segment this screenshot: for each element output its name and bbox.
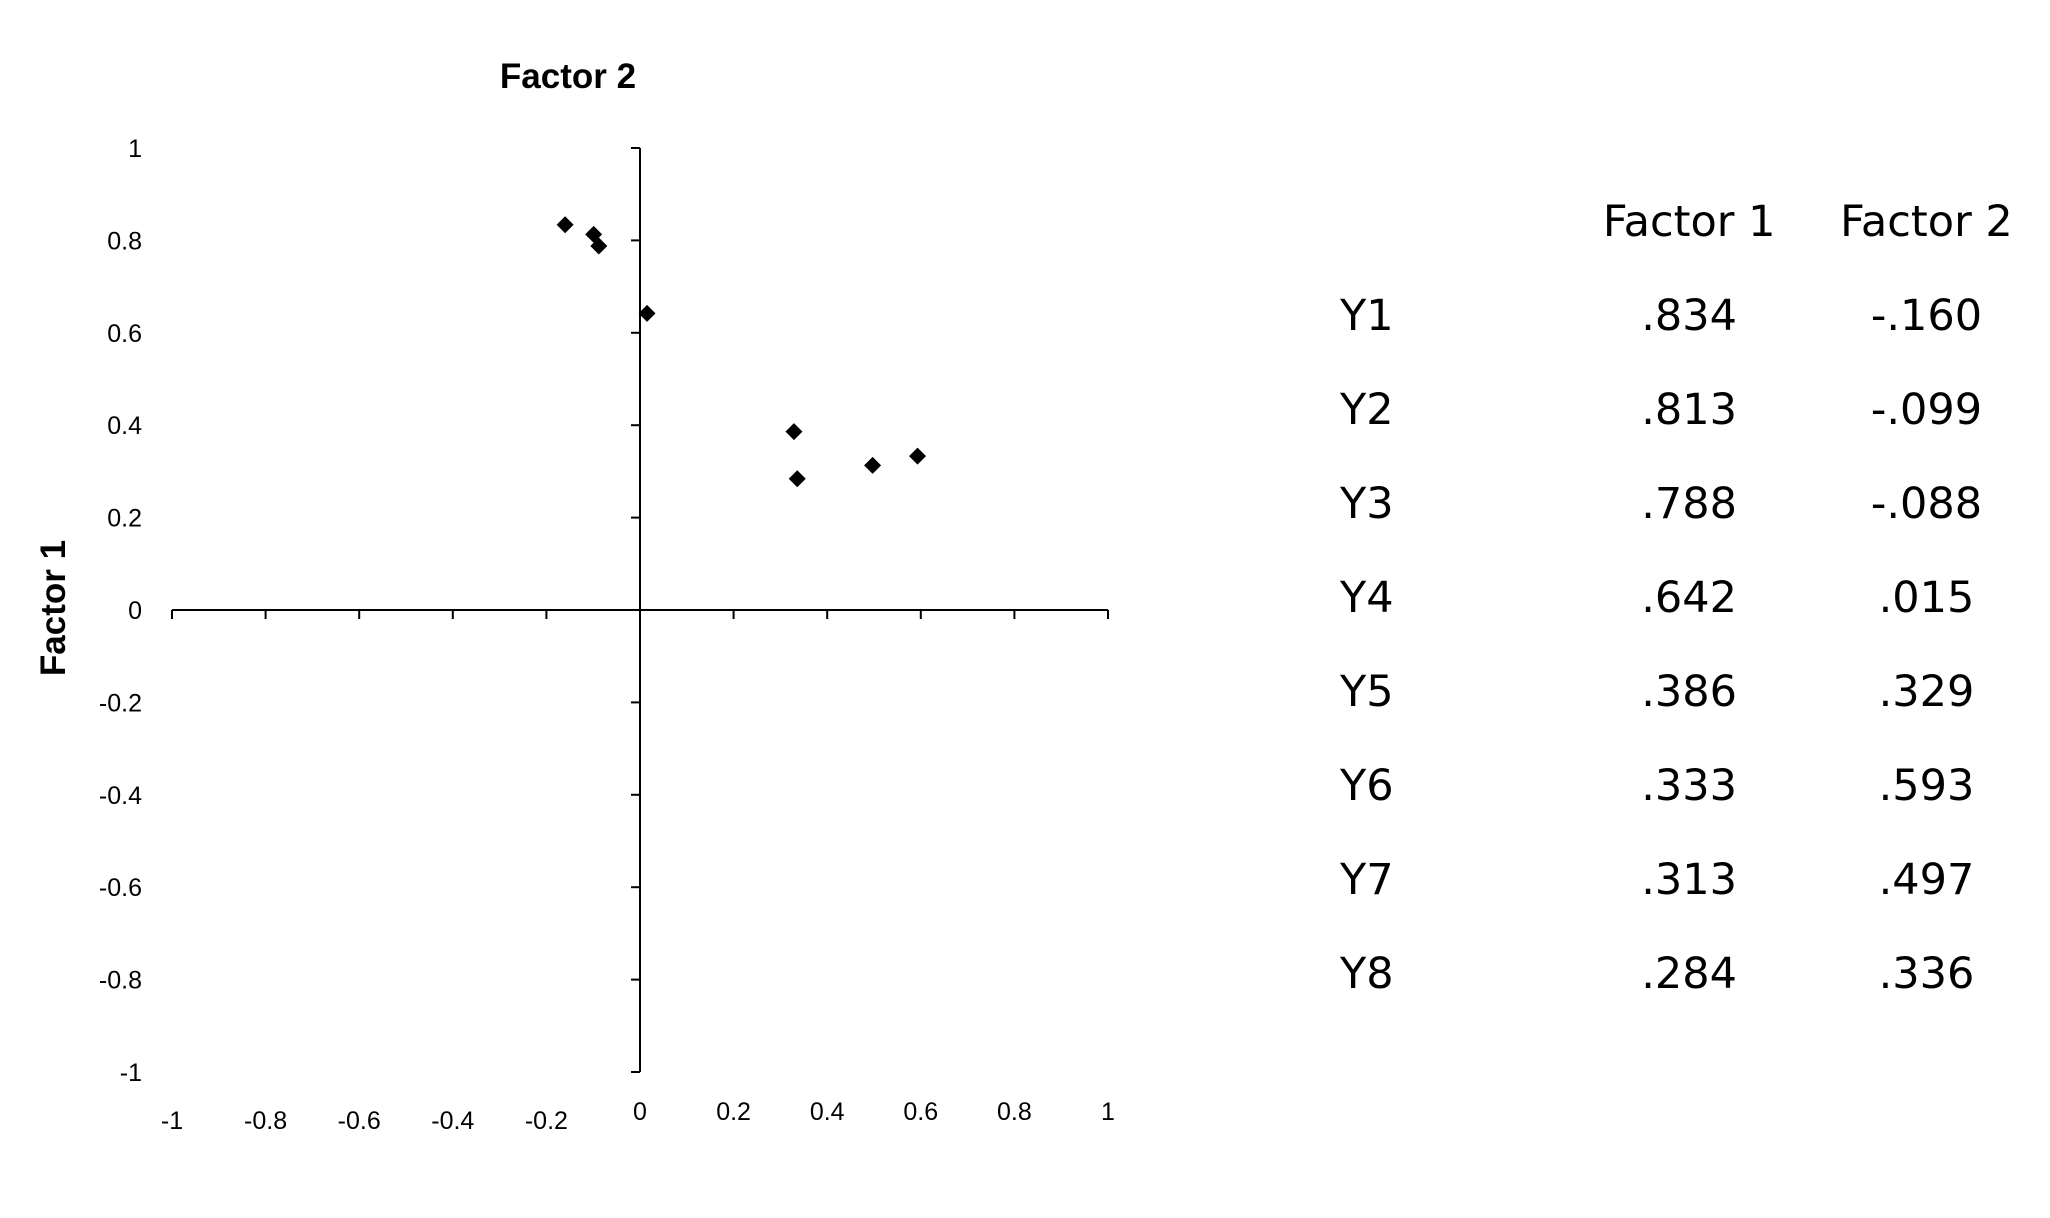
- table-row: Y6 .333 .593: [1340, 739, 2050, 833]
- row-factor-2: -.088: [1870, 479, 1983, 529]
- row-variable: Y3: [1340, 479, 1394, 529]
- x-tick-label: -0.2: [525, 1107, 568, 1135]
- row-factor-1: .788: [1641, 479, 1738, 529]
- row-factor-1: .284: [1641, 949, 1738, 999]
- data-point-diamond: [556, 216, 574, 234]
- x-tick-label: -0.4: [431, 1107, 474, 1135]
- row-factor-2: -.160: [1870, 291, 1983, 341]
- y-tick-label: 0.2: [107, 505, 142, 533]
- data-point-diamond: [788, 470, 806, 488]
- y-tick-label: -0.4: [99, 782, 142, 810]
- table-row: Y4 .642 .015: [1340, 551, 2050, 645]
- row-variable: Y6: [1340, 761, 1394, 811]
- x-tick-label: 0.8: [997, 1098, 1032, 1126]
- row-variable: Y7: [1340, 855, 1394, 905]
- x-tick-label: -0.6: [338, 1107, 381, 1135]
- row-factor-2: .329: [1878, 667, 1975, 717]
- row-factor-2: .593: [1878, 761, 1975, 811]
- row-variable: Y5: [1340, 667, 1394, 717]
- factor-plot: -1 -0.8 -0.6 -0.4 -0.2 0 0.2 0.4 0.6 0.8 1 1 0.8 0.6 0…: [34, 57, 1115, 1135]
- row-factor-2: .336: [1878, 949, 1975, 999]
- row-variable: Y4: [1340, 573, 1394, 623]
- table-row: Y1 .834 -.160: [1340, 269, 2050, 363]
- y-tick-label: 0.6: [107, 320, 142, 348]
- y-tick-label: -1: [120, 1059, 142, 1087]
- x-tick-label: 0.4: [810, 1098, 845, 1126]
- data-point-diamond: [909, 447, 927, 465]
- x-tick-label: -1: [161, 1107, 183, 1135]
- data-point-diamond: [864, 456, 882, 474]
- x-tick-label: 0: [633, 1098, 647, 1126]
- row-factor-2: -.099: [1870, 385, 1983, 435]
- y-tick-label: 1: [128, 135, 142, 163]
- row-factor-2: .497: [1878, 855, 1975, 905]
- y-tick-label: 0.4: [107, 412, 142, 440]
- row-factor-1: .813: [1641, 385, 1738, 435]
- row-variable: Y2: [1340, 385, 1394, 435]
- header-factor-2: Factor 2: [1840, 197, 2013, 247]
- plot-axes: -1 -0.8 -0.6 -0.4 -0.2 0 0.2 0.4 0.6 0.8 1 1 0.8 0.6 0…: [99, 135, 1115, 1135]
- row-factor-1: .386: [1641, 667, 1738, 717]
- y-tick-label: -0.6: [99, 874, 142, 902]
- factor-loadings-table: Factor 1 Factor 2 Y1 .834 -.160 Y2 .813 …: [1340, 175, 2050, 1021]
- table-header-row: Factor 1 Factor 2: [1340, 175, 2050, 269]
- row-factor-1: .834: [1641, 291, 1738, 341]
- x-axis-title: Factor 2: [500, 57, 636, 96]
- header-factor-1: Factor 1: [1602, 197, 1776, 247]
- data-point-diamond: [590, 237, 608, 255]
- table-row: Y5 .386 .329: [1340, 645, 2050, 739]
- row-factor-2: .015: [1878, 573, 1975, 623]
- data-point-diamond: [785, 423, 803, 441]
- y-tick-label: -0.2: [99, 689, 142, 717]
- data-point-diamond: [638, 304, 656, 322]
- y-tick-label: -0.8: [99, 967, 142, 995]
- row-variable: Y8: [1340, 949, 1394, 999]
- x-tick-label: 0.6: [903, 1098, 938, 1126]
- y-tick-label: 0: [128, 597, 142, 625]
- row-factor-1: .313: [1641, 855, 1738, 905]
- row-factor-1: .333: [1641, 761, 1738, 811]
- header-variable: [1340, 175, 1575, 269]
- table-row: Y8 .284 .336: [1340, 927, 2050, 1021]
- x-tick-label: 0.2: [716, 1098, 751, 1126]
- row-variable: Y1: [1340, 291, 1394, 341]
- table-row: Y7 .313 .497: [1340, 833, 2050, 927]
- y-axis-title: Factor 1: [34, 540, 73, 676]
- table-row: Y3 .788 -.088: [1340, 457, 2050, 551]
- y-tick-label: 0.8: [107, 227, 142, 255]
- data-points: [556, 216, 927, 488]
- table-row: Y2 .813 -.099: [1340, 363, 2050, 457]
- row-factor-1: .642: [1641, 573, 1738, 623]
- x-tick-label: -0.8: [244, 1107, 287, 1135]
- x-tick-label: 1: [1101, 1098, 1115, 1126]
